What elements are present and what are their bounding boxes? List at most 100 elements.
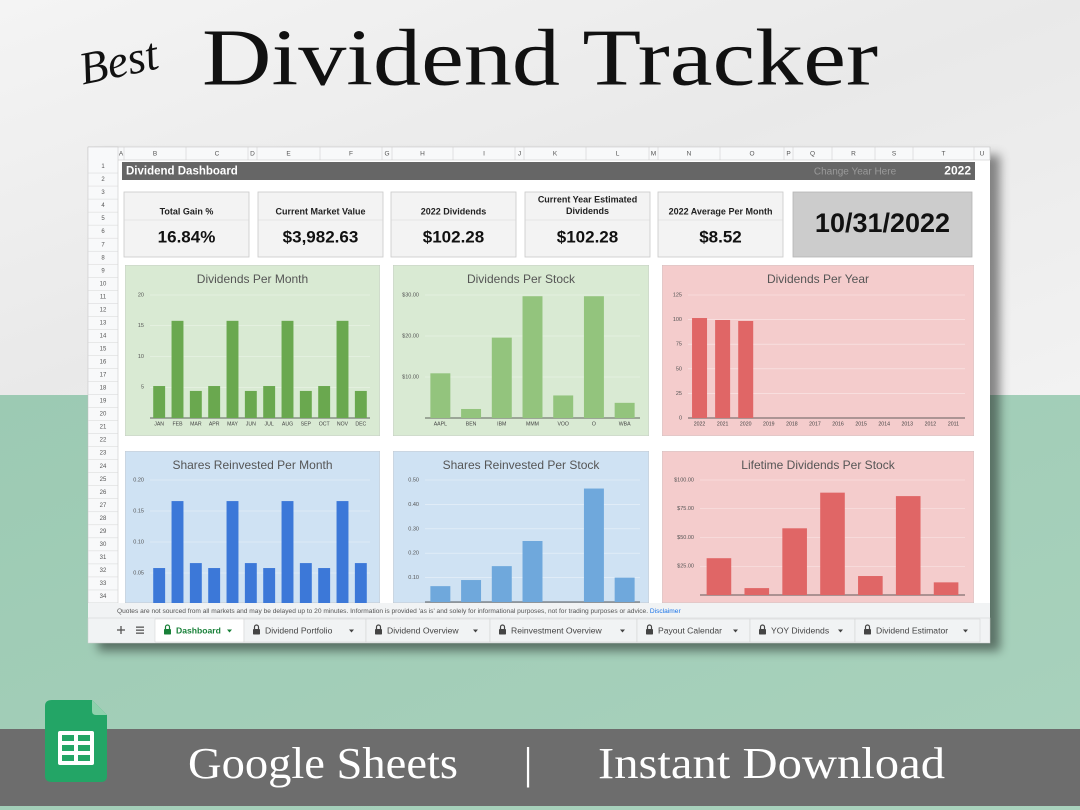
- chart: Lifetime Dividends Per Stock $25.00 $50.00…: [662, 451, 974, 603]
- sheet-tab[interactable]: Dividend Portfolio: [243, 618, 367, 643]
- bar: [430, 373, 451, 418]
- row-number: 33: [100, 581, 107, 587]
- bar: [744, 588, 770, 595]
- sheet: Dividend Dashboard Change Year Here 2022…: [87, 146, 991, 604]
- lock-body: [253, 629, 260, 635]
- row-number: 31: [100, 555, 107, 561]
- x-tick-label: AAPL: [434, 421, 447, 427]
- chart-title: Shares Reinvested Per Stock: [443, 458, 601, 472]
- bar: [263, 568, 276, 603]
- kpi-box: [657, 191, 784, 258]
- lock-body: [646, 629, 653, 635]
- bar: [208, 568, 221, 603]
- kpi-value: $8.52: [699, 227, 742, 246]
- x-tick-label: 2017: [809, 421, 821, 427]
- bar: [692, 318, 708, 418]
- x-tick-label: APR: [209, 421, 220, 427]
- sheet-tab[interactable]: Reinvestment Overview: [489, 618, 638, 643]
- lock-shackle: [499, 624, 506, 629]
- lock-body: [864, 629, 871, 635]
- tab-label: Dividend Estimator: [876, 625, 948, 635]
- row-number: 22: [100, 438, 107, 444]
- y-tick-label: 0.40: [408, 502, 419, 508]
- lock-body: [375, 629, 382, 635]
- x-tick-label: 2021: [717, 421, 729, 427]
- column-letter: J: [518, 151, 521, 158]
- sheet-tab[interactable]: Dashboard: [154, 618, 245, 643]
- bar: [614, 577, 635, 602]
- column-letter: P: [786, 151, 790, 158]
- year-hint: Change Year Here: [814, 167, 897, 178]
- row-number: 4: [101, 203, 105, 209]
- column-letter: Q: [810, 151, 815, 158]
- x-tick-label: MAR: [190, 421, 202, 427]
- y-tick-label: 10: [138, 354, 144, 360]
- disclaimer-link[interactable]: Disclaimer: [650, 608, 682, 615]
- row-number: 21: [100, 425, 107, 431]
- x-tick-label: 2013: [902, 421, 914, 427]
- row-number: 5: [101, 216, 105, 222]
- notice: Quotes are not sourced from all markets …: [117, 608, 681, 615]
- x-tick-label: 2016: [832, 421, 844, 427]
- row-number: 26: [100, 490, 107, 496]
- add-sheet-button[interactable]: [117, 626, 125, 634]
- y-tick-label: 0.05: [133, 570, 144, 576]
- column-letter: I: [483, 151, 485, 158]
- tab-label: Dividend Portfolio: [265, 625, 333, 635]
- row-number: 10: [100, 281, 107, 287]
- bar: [299, 390, 312, 418]
- sheet-tab[interactable]: Payout Calendar: [636, 618, 751, 643]
- kpi-value: $102.28: [557, 227, 618, 246]
- x-tick-label: 2012: [925, 421, 937, 427]
- y-tick-label: 0.20: [133, 477, 144, 483]
- chart-title: Dividends Per Stock: [467, 272, 576, 286]
- y-tick-label: 5: [141, 385, 144, 391]
- notice-bar: [88, 603, 990, 618]
- year[interactable]: 2022: [944, 164, 971, 178]
- column-letter: A: [119, 151, 124, 158]
- kpi-label: Current Market Value: [275, 206, 365, 216]
- sheet-title: Dividend Dashboard: [126, 166, 238, 178]
- y-tick-label: 0: [679, 415, 682, 421]
- row-number: 19: [100, 399, 107, 405]
- all-sheets-button[interactable]: [136, 626, 144, 634]
- chart: Shares Reinvested Per Month 0.05 0.10 0.15 0…: [125, 451, 380, 603]
- lock-body: [164, 629, 171, 635]
- kpi-value: $102.28: [423, 227, 484, 246]
- chart: Shares Reinvested Per Stock 0.10 0.20 0.30 0…: [393, 451, 649, 603]
- column-letter: L: [616, 151, 620, 158]
- lock-body: [499, 629, 506, 635]
- sheet-tab[interactable]: YOY Dividends: [749, 618, 856, 643]
- tab-label: YOY Dividends: [771, 625, 829, 635]
- kpi-label: Dividends: [566, 206, 609, 216]
- y-tick-label: $75.00: [677, 506, 694, 512]
- bar: [318, 568, 331, 603]
- column-letter: H: [420, 151, 425, 158]
- row-number: 28: [100, 516, 107, 522]
- lock-shackle: [646, 624, 653, 629]
- lock-shackle: [864, 624, 871, 629]
- row-number: 9: [101, 268, 105, 274]
- x-tick-label: JUL: [265, 421, 274, 427]
- y-tick-label: 20: [138, 292, 144, 298]
- bar: [430, 586, 451, 602]
- title-bar: [122, 162, 975, 180]
- y-tick-label: 15: [138, 323, 144, 329]
- tab-label: Payout Calendar: [658, 625, 722, 635]
- bar: [858, 576, 883, 595]
- kpi-box: [257, 191, 384, 258]
- kpi-value: $3,982.63: [283, 227, 359, 246]
- x-tick-label: VOO: [557, 421, 569, 427]
- row-number: 18: [100, 386, 107, 392]
- y-tick-label: $10.00: [402, 374, 419, 380]
- row-number: 20: [100, 412, 107, 418]
- sheet-tab[interactable]: Dividend Estimator: [854, 618, 981, 643]
- sheet-tab[interactable]: Dividend Overview: [365, 618, 491, 643]
- column-letter: D: [250, 151, 255, 158]
- x-tick-label: 2022: [694, 421, 706, 427]
- y-tick-label: 0.10: [408, 575, 419, 581]
- bar: [189, 563, 202, 603]
- lock-shackle: [375, 624, 382, 629]
